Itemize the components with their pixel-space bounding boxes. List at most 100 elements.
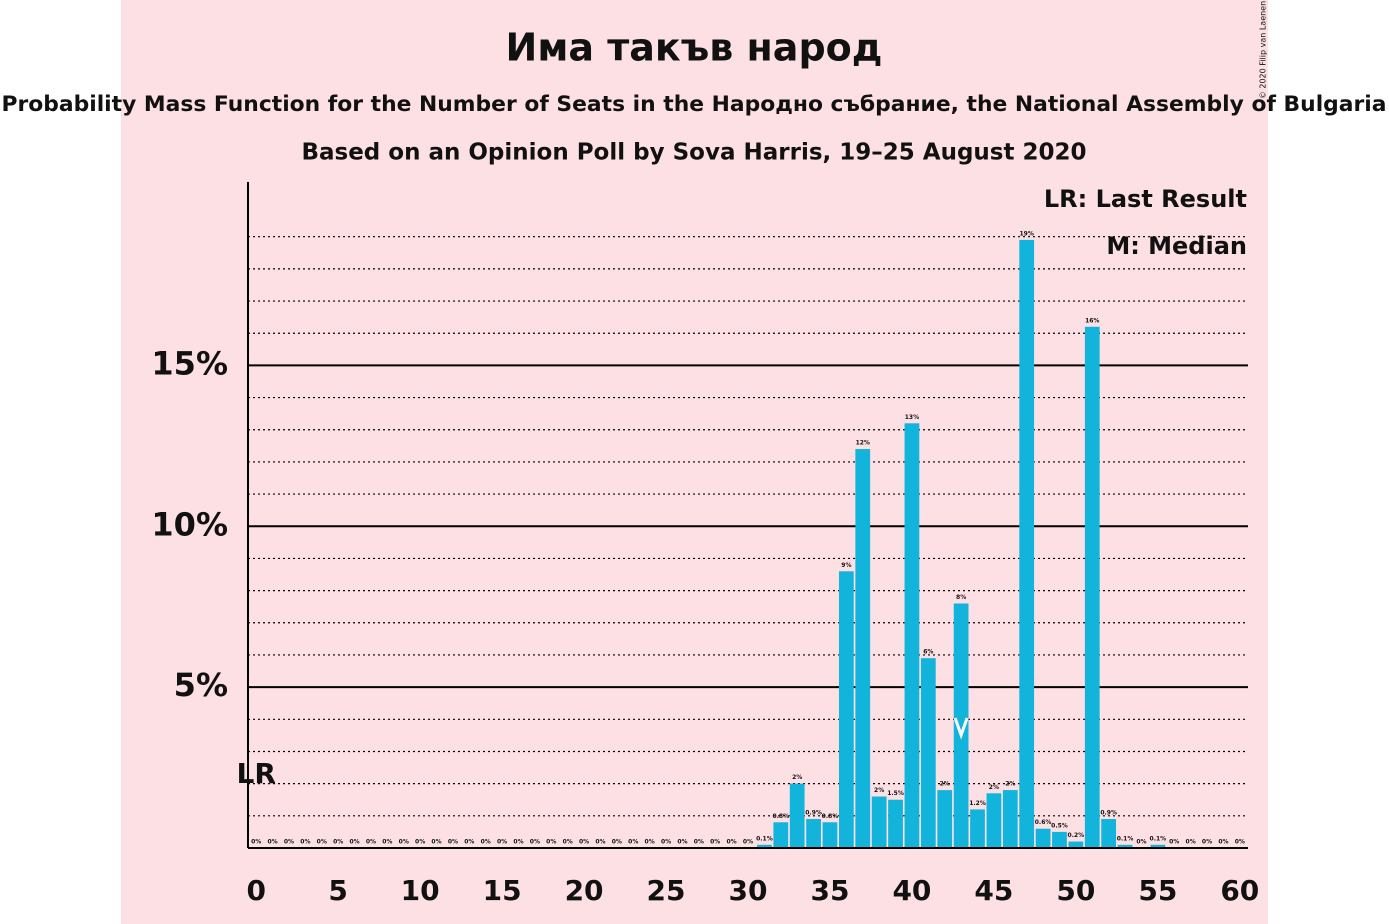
data-label: 0% (710, 839, 720, 846)
data-label: 1.5% (887, 790, 904, 797)
median-marker (953, 717, 969, 740)
data-label: 0% (628, 839, 638, 846)
x-tick-label: 35 (810, 874, 849, 907)
chart-subtitle: Probability Mass Function for the Number… (2, 92, 1387, 116)
data-label: 2% (940, 781, 950, 788)
bar (1068, 841, 1084, 848)
data-label: 0% (530, 839, 540, 846)
data-label: 0.1% (1150, 835, 1167, 842)
data-label: 8% (956, 594, 966, 601)
data-label: 0% (464, 839, 474, 846)
bar (888, 799, 903, 848)
last-result-label: LR (236, 757, 275, 790)
data-label: 0.2% (1068, 832, 1085, 839)
data-label: 0.1% (756, 835, 773, 842)
data-label: 12% (856, 440, 870, 447)
bar (871, 796, 887, 848)
bar (970, 809, 985, 848)
bar (1101, 819, 1117, 848)
bar (806, 819, 821, 848)
data-label: 0.5% (1051, 822, 1068, 829)
data-label: 19% (1020, 230, 1034, 237)
x-tick-label: 40 (892, 874, 931, 907)
bar (953, 603, 969, 848)
data-label: 0% (251, 839, 261, 846)
bar (773, 822, 789, 848)
data-label: 1.2% (969, 800, 986, 807)
copyright: © 2020 Filip van Laenen (1259, 1, 1268, 99)
bar (822, 822, 838, 848)
chart-title: Има такъв народ (506, 26, 883, 70)
bar (1117, 844, 1133, 848)
data-label: 0% (1235, 839, 1245, 846)
data-label: 0% (546, 839, 556, 846)
data-label: 0% (661, 839, 671, 846)
bar (904, 423, 920, 848)
data-label: 0% (595, 839, 605, 846)
data-label: 0% (366, 839, 376, 846)
data-label: 0% (677, 839, 687, 846)
data-label: 0% (497, 839, 507, 846)
data-label: 0% (415, 839, 425, 846)
data-label: 0.8% (822, 813, 839, 820)
bar (1150, 844, 1166, 848)
data-label: 0% (743, 839, 753, 846)
data-label: 0% (563, 839, 573, 846)
y-tick-label: 5% (174, 666, 228, 704)
x-tick-label: 50 (1056, 874, 1095, 907)
bar (937, 790, 953, 848)
data-label: 0% (1202, 839, 1212, 846)
x-tick-label: 55 (1138, 874, 1177, 907)
bar (789, 783, 805, 848)
x-tick-label: 25 (647, 874, 686, 907)
data-label: 0% (612, 839, 622, 846)
x-tick-label: 30 (729, 874, 768, 907)
legend-entry: M: Median (1106, 232, 1247, 260)
bar (855, 449, 871, 848)
bar (1084, 326, 1100, 849)
x-tick-label: 10 (401, 874, 440, 907)
bar (1035, 828, 1051, 848)
data-label: 0% (300, 839, 310, 846)
x-tick-label: 45 (974, 874, 1013, 907)
bar (757, 844, 772, 848)
data-label: 2% (1005, 781, 1015, 788)
bar (1002, 790, 1018, 848)
data-label: 0% (284, 839, 294, 846)
x-tick-label: 20 (565, 874, 604, 907)
data-label: 0% (431, 839, 441, 846)
data-label: 0.6% (1035, 819, 1052, 826)
y-tick-label: 15% (151, 344, 228, 382)
data-label: 0% (349, 839, 359, 846)
y-tick-label: 10% (151, 505, 228, 543)
data-label: 0% (579, 839, 589, 846)
data-label: 6% (923, 649, 933, 656)
x-tick-label: 5 (328, 874, 347, 907)
bar (1052, 831, 1067, 848)
data-label: 0% (333, 839, 343, 846)
data-label: 0.8% (772, 813, 789, 820)
bar (1019, 239, 1035, 849)
data-label: 0.9% (1100, 810, 1117, 817)
chart-subtitle: Based on an Opinion Poll by Sova Harris,… (301, 140, 1086, 166)
bar (920, 658, 936, 848)
legend-entry: LR: Last Result (1044, 185, 1247, 213)
data-label: 0% (513, 839, 523, 846)
data-label: 2% (989, 784, 999, 791)
data-label: 0% (1218, 839, 1228, 846)
data-label: 2% (874, 787, 884, 794)
bar (838, 571, 854, 848)
data-label: 0% (267, 839, 277, 846)
data-label: 0% (382, 839, 392, 846)
bar (986, 793, 1002, 848)
data-label: 0.9% (805, 810, 822, 817)
data-label: 0% (481, 839, 491, 846)
x-tick-label: 0 (246, 874, 265, 907)
x-tick-label: 60 (1220, 874, 1259, 907)
data-label: 0% (694, 839, 704, 846)
data-label: 9% (841, 562, 851, 569)
x-tick-label: 15 (483, 874, 522, 907)
data-label: 2% (792, 774, 802, 781)
data-label: 16% (1085, 317, 1099, 324)
